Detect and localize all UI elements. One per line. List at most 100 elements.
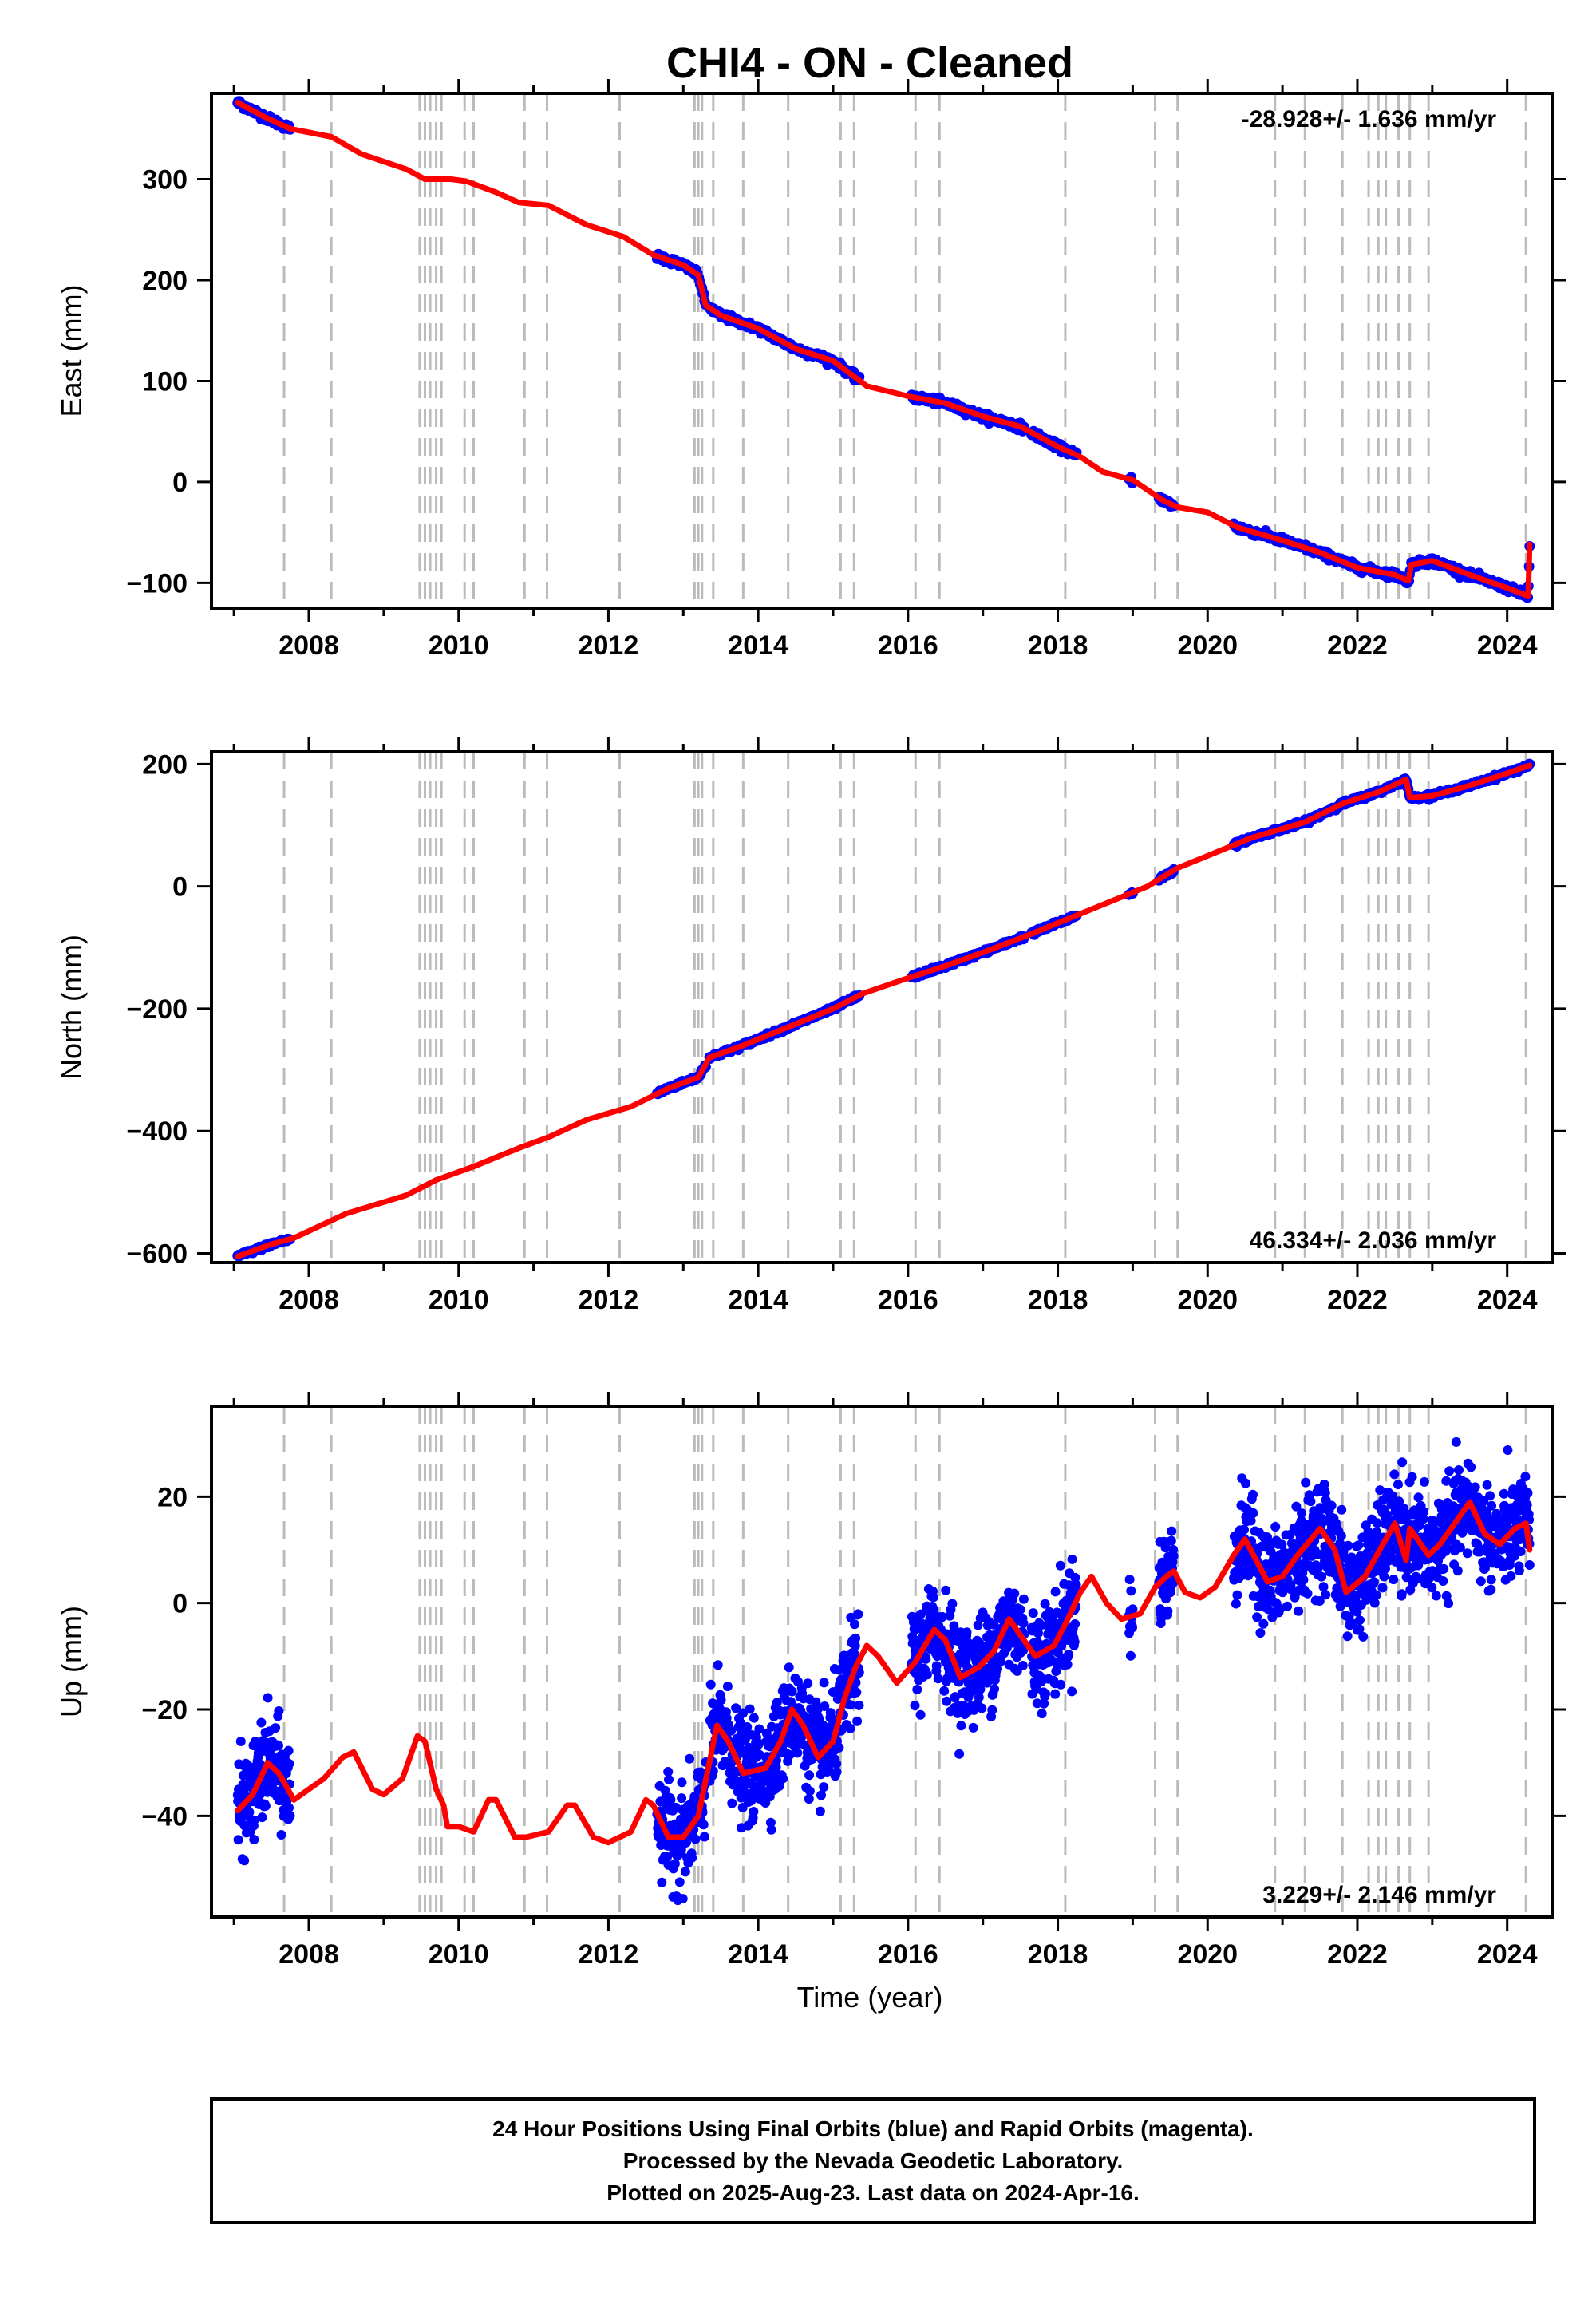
footer-line-1: 24 Hour Positions Using Final Orbits (bl… [492,2116,1254,2141]
up-point [1393,1480,1403,1490]
up-point [853,1609,863,1619]
east-y-tick-label: 100 [142,366,188,397]
up-point [771,1762,781,1773]
up-point [1466,1462,1476,1472]
up-point [687,1852,697,1863]
up-x-tick-label: 2022 [1327,1939,1388,1970]
up-panel: 2008 2010 2012 2014 2016 2018 2020 2022 2024−40−… [55,1392,1566,1970]
north-x-tick-label: 2014 [728,1285,788,1315]
up-point [244,1807,255,1817]
up-point [1347,1618,1357,1629]
up-point [1354,1624,1365,1634]
up-point [678,1894,688,1904]
up-point [239,1856,250,1866]
up-point [1017,1661,1028,1670]
up-point [1166,1535,1176,1546]
east-x-tick-label: 2016 [878,630,938,661]
up-point [1318,1582,1329,1592]
up-point [1070,1572,1080,1583]
up-point [1485,1491,1495,1501]
up-point [990,1684,999,1694]
up-point [1015,1604,1025,1615]
chart-title: CHI4 - ON - Cleaned [666,39,1073,87]
up-point [787,1686,797,1697]
up-point [947,1599,958,1609]
up-point [1128,1604,1138,1615]
up-point [820,1701,830,1711]
up-point [937,1611,947,1622]
up-point [276,1830,286,1840]
up-point [1441,1591,1452,1601]
north-x-tick-label: 2024 [1477,1285,1538,1315]
up-point [680,1867,690,1877]
up-point [1427,1583,1437,1593]
up-point [811,1697,821,1707]
up-x-tick-label: 2010 [429,1939,489,1970]
up-point [749,1713,759,1723]
up-point [1506,1571,1516,1581]
up-point [977,1703,987,1713]
up-point [670,1859,680,1869]
up-point [1353,1540,1364,1551]
up-point [929,1604,939,1615]
up-rate-label: 3.229+/- 2.146 mm/yr [1262,1882,1496,1908]
up-point [815,1806,825,1816]
up-point [1069,1637,1080,1647]
up-point [657,1877,667,1887]
up-point [1039,1698,1049,1709]
up-point [1419,1507,1429,1517]
up-point [1050,1689,1061,1699]
up-point [285,1811,295,1821]
up-point [1375,1485,1385,1496]
footer-line-2: Processed by the Nevada Geodetic Laborat… [623,2148,1124,2173]
up-point [727,1798,737,1808]
up-point [1413,1492,1424,1503]
up-point [1455,1543,1465,1553]
x-axis-label: Time (year) [797,1981,943,2014]
up-point [742,1722,753,1732]
up-point [1246,1516,1256,1526]
up-y-tick-label: 0 [172,1589,188,1619]
up-point [1291,1501,1302,1512]
up-point [1126,1586,1136,1596]
up-point [664,1774,674,1784]
up-point [803,1678,813,1689]
up-point [1031,1684,1041,1694]
up-point [1397,1457,1408,1468]
up-point [1438,1576,1448,1586]
up-point [233,1835,243,1845]
up-point [690,1834,701,1844]
up-point [705,1679,716,1690]
up-point [1070,1619,1080,1629]
up-x-tick-label: 2020 [1177,1939,1238,1970]
up-point [666,1795,676,1805]
east-y-tick-label: 200 [142,266,188,296]
east-x-tick-label: 2010 [429,630,489,661]
up-point [1314,1562,1324,1572]
up-point [1009,1588,1020,1599]
north-rate-label: 46.334+/- 2.036 mm/yr [1250,1227,1497,1254]
up-point [1487,1500,1497,1511]
up-y-axis-label: Up (mm) [55,1606,88,1717]
up-point [1050,1587,1061,1597]
up-point [766,1824,776,1835]
up-point [851,1687,862,1698]
up-point [1282,1601,1293,1611]
up-x-tick-label: 2024 [1477,1939,1538,1970]
up-point [1486,1575,1496,1585]
up-point [716,1695,726,1705]
up-point [1358,1631,1369,1642]
up-point [1062,1659,1073,1670]
north-y-axis-label: North (mm) [55,935,88,1080]
up-point [1389,1575,1399,1585]
up-point [1067,1686,1077,1697]
up-point [1018,1594,1029,1604]
up-point [754,1724,764,1734]
north-x-tick-label: 2012 [579,1285,639,1315]
up-point [271,1723,281,1733]
east-x-ticks: 2008 2010 2012 2014 2016 2018 2020 2022 2024 [232,79,1538,661]
up-point [1372,1518,1382,1528]
